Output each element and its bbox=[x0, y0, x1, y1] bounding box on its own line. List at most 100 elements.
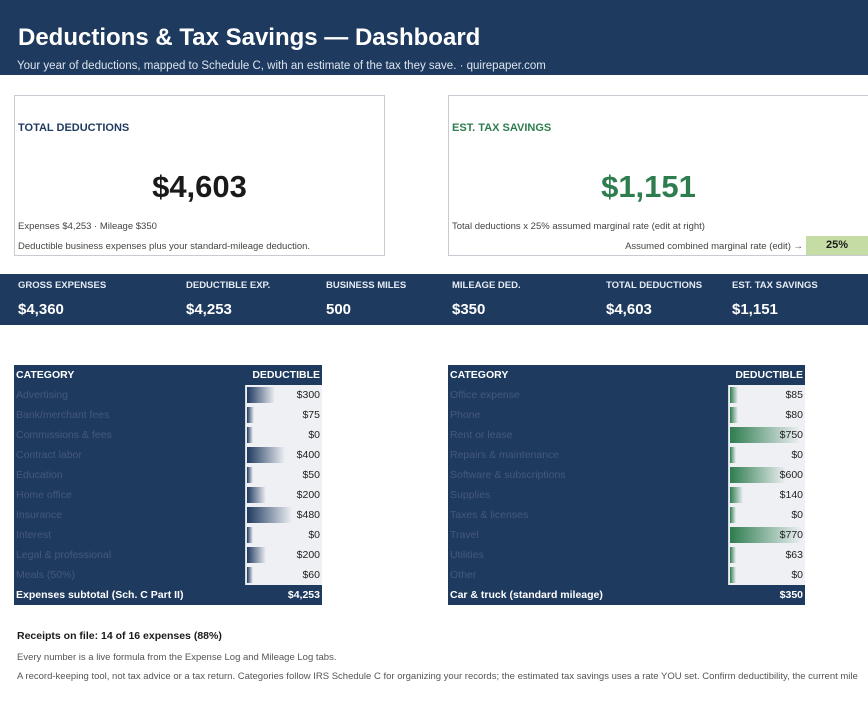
deductible-cell: $600 bbox=[728, 465, 805, 485]
category-name: Contract labor bbox=[16, 449, 82, 461]
category-name: Rent or lease bbox=[450, 429, 513, 441]
deductible-amount: $200 bbox=[296, 549, 320, 561]
kpi-value: $350 bbox=[452, 301, 486, 318]
deductible-cell: $80 bbox=[728, 405, 805, 425]
table-row: Education $50 bbox=[14, 465, 322, 485]
deductible-cell: $63 bbox=[728, 545, 805, 565]
data-bar bbox=[247, 547, 266, 563]
tax-savings-title: EST. TAX SAVINGS bbox=[452, 122, 552, 134]
table-rows: Office expense $85 Phone $80 Rent or lease $7… bbox=[448, 385, 805, 585]
deductible-amount: $750 bbox=[779, 429, 803, 441]
deductible-amount: $75 bbox=[302, 409, 320, 421]
deductible-cell: $50 bbox=[245, 465, 322, 485]
category-name: Interest bbox=[16, 529, 52, 541]
total-deductions-value: $4,603 bbox=[152, 169, 247, 204]
category-name: Bank/merchant fees bbox=[16, 409, 110, 421]
data-bar bbox=[247, 407, 254, 423]
category-name: Repairs & maintenance bbox=[450, 449, 560, 461]
category-name: Software & subscriptions bbox=[450, 469, 566, 481]
deductible-cell: $200 bbox=[245, 545, 322, 565]
total-deductions-title: TOTAL DEDUCTIONS bbox=[18, 122, 130, 134]
deductible-amount: $400 bbox=[296, 449, 320, 461]
deductible-amount: $60 bbox=[302, 569, 320, 581]
subtotal-value: $4,253 bbox=[287, 589, 320, 601]
expense-category-table: CATEGORY DEDUCTIBLE Advertising $300 Bank/… bbox=[14, 365, 322, 605]
category-name: Supplies bbox=[450, 489, 491, 501]
page-title: Deductions & Tax Savings — Dashboard bbox=[18, 24, 481, 51]
category-name: Legal & professional bbox=[16, 549, 112, 561]
deductible-amount: $600 bbox=[779, 469, 803, 481]
data-bar bbox=[730, 467, 786, 483]
table-row: Supplies $140 bbox=[448, 485, 805, 505]
data-bar bbox=[730, 567, 736, 583]
live-formula-note: Every number is a live formula from the … bbox=[17, 652, 337, 663]
data-bar bbox=[247, 527, 253, 543]
data-bar bbox=[247, 467, 253, 483]
category-name: Meals (50%) bbox=[16, 569, 75, 581]
data-bar bbox=[730, 507, 736, 523]
data-bar bbox=[730, 487, 743, 503]
category-name: Utilities bbox=[450, 549, 484, 561]
table-rows: Advertising $300 Bank/merchant fees $75 Comm… bbox=[14, 385, 322, 585]
deductible-cell: $85 bbox=[728, 385, 805, 405]
deductible-amount: $63 bbox=[785, 549, 803, 561]
data-bar bbox=[730, 547, 736, 563]
total-deductions-breakdown: Expenses $4,253 · Mileage $350 bbox=[18, 221, 157, 232]
deductible-amount: $480 bbox=[296, 509, 320, 521]
kpi-band: GROSS EXPENSES $4,360 DEDUCTIBLE EXP. $4… bbox=[0, 274, 868, 325]
deductible-cell: $0 bbox=[728, 565, 805, 585]
table-row: Repairs & maintenance $0 bbox=[448, 445, 805, 465]
deductible-amount: $50 bbox=[302, 469, 320, 481]
kpi-value: $4,360 bbox=[18, 301, 64, 318]
deductible-amount: $80 bbox=[785, 409, 803, 421]
deductible-cell: $140 bbox=[728, 485, 805, 505]
kpi-label: EST. TAX SAVINGS bbox=[732, 280, 818, 291]
table-header: CATEGORY DEDUCTIBLE bbox=[14, 365, 322, 385]
deductible-cell: $770 bbox=[728, 525, 805, 545]
marginal-rate-input[interactable]: 25% bbox=[806, 236, 868, 255]
deductible-cell: $0 bbox=[728, 445, 805, 465]
car-truck-value: $350 bbox=[779, 589, 803, 601]
deductible-cell: $0 bbox=[245, 425, 322, 445]
table-row: Rent or lease $750 bbox=[448, 425, 805, 445]
table-row: Advertising $300 bbox=[14, 385, 322, 405]
deductible-amount: $0 bbox=[791, 509, 803, 521]
deductible-cell: $300 bbox=[245, 385, 322, 405]
category-name: Commissions & fees bbox=[16, 429, 112, 441]
deductible-cell: $0 bbox=[245, 525, 322, 545]
category-name: Insurance bbox=[16, 509, 63, 521]
deductible-amount: $85 bbox=[785, 389, 803, 401]
deductible-amount: $770 bbox=[779, 529, 803, 541]
table-footer: Car & truck (standard mileage) $350 bbox=[448, 585, 805, 605]
category-name: Home office bbox=[16, 489, 72, 501]
kpi-value: $4,253 bbox=[186, 301, 232, 318]
table-row: Software & subscriptions $600 bbox=[448, 465, 805, 485]
data-bar bbox=[247, 507, 292, 523]
deductible-amount: $0 bbox=[791, 569, 803, 581]
receipts-status: Receipts on file: 14 of 16 expenses (88%… bbox=[17, 630, 222, 642]
tax-savings-value: $1,151 bbox=[601, 169, 696, 204]
page-subtitle: Your year of deductions, mapped to Sched… bbox=[17, 60, 546, 72]
data-bar bbox=[730, 447, 736, 463]
deductible-cell: $75 bbox=[245, 405, 322, 425]
deductible-cell: $60 bbox=[245, 565, 322, 585]
deductible-cell: $0 bbox=[728, 505, 805, 525]
category-name: Other bbox=[450, 569, 477, 581]
kpi-value: $1,151 bbox=[732, 301, 778, 318]
table-row: Phone $80 bbox=[448, 405, 805, 425]
kpi-label: MILEAGE DED. bbox=[452, 280, 521, 291]
deductible-cell: $200 bbox=[245, 485, 322, 505]
deductible-amount: $0 bbox=[791, 449, 803, 461]
table-row: Travel $770 bbox=[448, 525, 805, 545]
deductible-amount: $0 bbox=[308, 429, 320, 441]
kpi-value: 500 bbox=[326, 301, 352, 318]
tax-savings-formula: Total deductions x 25% assumed marginal … bbox=[452, 221, 705, 232]
deductible-cell: $480 bbox=[245, 505, 322, 525]
column-header-category: CATEGORY bbox=[16, 369, 75, 381]
data-bar bbox=[730, 427, 800, 443]
column-header-deductible: DEDUCTIBLE bbox=[252, 369, 320, 381]
table-row: Commissions & fees $0 bbox=[14, 425, 322, 445]
table-row: Utilities $63 bbox=[448, 545, 805, 565]
table-row: Other $0 bbox=[448, 565, 805, 585]
deductible-cell: $750 bbox=[728, 425, 805, 445]
